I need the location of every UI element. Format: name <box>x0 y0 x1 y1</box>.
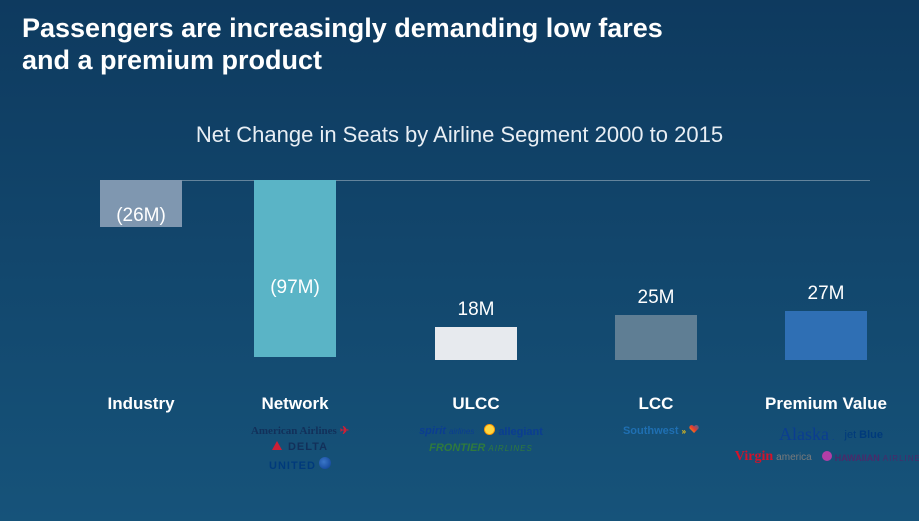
bar-label-premium-value: 27M <box>766 283 886 305</box>
bar-label-industry: (26M) <box>81 205 201 227</box>
logo-american-airlines: American Airlines ✈ <box>251 424 349 437</box>
logo-row: Southwest» <box>623 424 699 437</box>
logo-col-ulcc: spiritairlines allegiant FRONTIERAIRLINES <box>386 424 576 454</box>
xaxis-ulcc: ULCC <box>396 394 556 414</box>
bar-label-network: (97M) <box>235 277 355 299</box>
logo-row: spiritairlines allegiant <box>419 424 543 438</box>
logo-virgin-america: Virginamerica <box>735 449 812 465</box>
logo-row: FRONTIERAIRLINES <box>429 442 533 454</box>
logo-southwest: Southwest» <box>623 424 699 437</box>
bar-label-ulcc: 18M <box>416 299 536 321</box>
x-axis: IndustryNetworkULCCLCCPremium Value <box>100 394 870 424</box>
logo-united: UNITED <box>269 457 331 472</box>
bar-ulcc <box>435 327 517 360</box>
logo-row: Virginamerica HAWAIIANAIRLINES <box>735 449 919 465</box>
logo-strip: American Airlines ✈ DELTA UNITED spiritair… <box>100 424 890 514</box>
logo-allegiant: allegiant <box>484 424 543 438</box>
xaxis-premium-value: Premium Value <box>746 394 906 414</box>
title-line-1: Passengers are increasingly demanding lo… <box>22 13 663 43</box>
logo-col-lcc: Southwest» <box>566 424 756 437</box>
logo-row: DELTA <box>272 441 328 453</box>
baseline <box>100 180 870 181</box>
logo-jetblue: jetBlue <box>845 429 883 441</box>
logo-spirit: spiritairlines <box>419 425 474 437</box>
logo-row: Alaska. jetBlue <box>779 424 883 445</box>
logo-frontier: FRONTIERAIRLINES <box>429 442 533 454</box>
bar-label-lcc: 25M <box>596 287 716 309</box>
xaxis-lcc: LCC <box>576 394 736 414</box>
bar-chart: (26M)(97M)18M25M27M <box>100 175 870 385</box>
bar-network <box>254 180 336 357</box>
logo-col-premium-value: Alaska. jetBlue Virginamerica HAWAIIANAIRL… <box>736 424 919 465</box>
logo-row: American Airlines ✈ <box>251 424 349 437</box>
bar-premium-value <box>785 311 867 360</box>
chart-title: Net Change in Seats by Airline Segment 2… <box>0 122 919 148</box>
xaxis-industry: Industry <box>61 394 221 414</box>
logo-col-network: American Airlines ✈ DELTA UNITED <box>205 424 395 472</box>
title-line-2: and a premium product <box>22 45 322 75</box>
logo-hawaiian: HAWAIIANAIRLINES <box>822 451 919 463</box>
logo-alaska: Alaska. <box>779 424 835 445</box>
logo-row: UNITED <box>269 457 331 472</box>
xaxis-network: Network <box>215 394 375 414</box>
slide-title: Passengers are increasingly demanding lo… <box>22 12 663 77</box>
bar-lcc <box>615 315 697 361</box>
logo-delta: DELTA <box>272 441 328 453</box>
